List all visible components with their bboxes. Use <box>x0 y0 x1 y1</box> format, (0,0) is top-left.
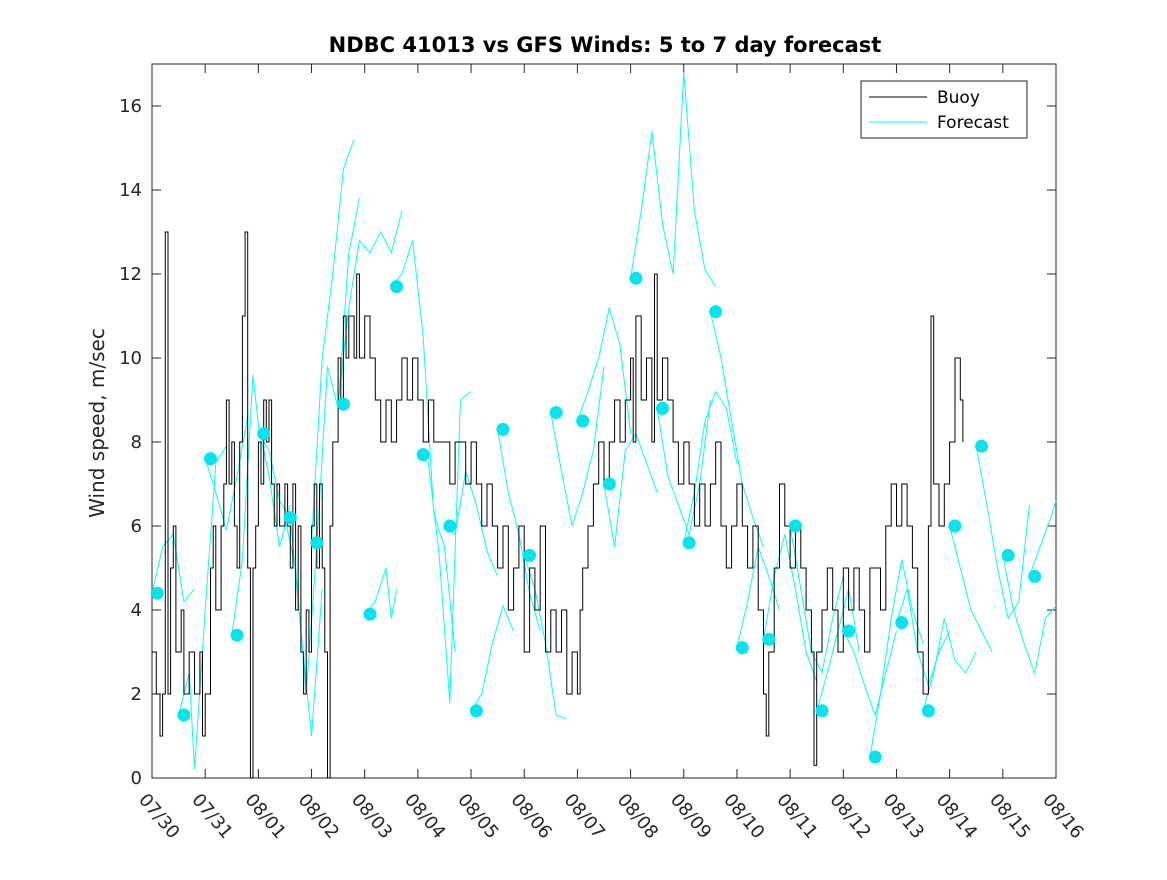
forecast-marker <box>842 624 856 638</box>
forecast-line <box>869 559 924 758</box>
forecast-marker <box>549 406 563 420</box>
forecast-marker <box>815 704 829 718</box>
forecast-marker <box>283 511 297 525</box>
forecast-line <box>390 240 456 653</box>
forecast-marker <box>895 616 909 630</box>
forecast-marker <box>682 536 696 550</box>
legend-forecast-label: Forecast <box>937 113 1009 133</box>
plot-frame <box>151 63 1057 779</box>
forecast-line <box>311 139 355 543</box>
forecast-marker <box>203 452 217 466</box>
forecast-marker <box>390 280 404 294</box>
forecast-line <box>470 604 515 712</box>
y-tick-label: 0 <box>131 768 142 789</box>
forecast-line <box>417 391 472 703</box>
forecast-marker <box>443 519 457 533</box>
forecast-marker <box>1001 548 1015 562</box>
legend-box <box>860 80 1028 139</box>
forecast-marker <box>735 641 749 655</box>
forecast-marker <box>788 519 802 533</box>
y-tick-label: 10 <box>119 348 142 369</box>
forecast-marker <box>576 414 590 428</box>
forecast-line <box>949 525 993 653</box>
forecast-line <box>709 311 764 548</box>
chart-title: NDBC 41013 vs GFS Winds: 5 to 7 day fore… <box>329 33 882 57</box>
forecast-line <box>975 446 1030 620</box>
forecast-marker <box>336 397 350 411</box>
forecast-marker <box>416 448 430 462</box>
forecast-line <box>231 374 291 636</box>
forecast-line <box>364 567 398 619</box>
legend: Buoy Forecast <box>860 80 1028 139</box>
forecast-marker <box>629 271 643 285</box>
forecast-marker <box>496 422 510 436</box>
y-tick-label: 16 <box>119 96 142 117</box>
forecast-marker <box>762 632 776 646</box>
forecast-marker <box>363 607 377 621</box>
forecast-line <box>1028 500 1057 577</box>
forecast-marker <box>709 305 723 319</box>
forecast-line <box>842 630 897 717</box>
forecast-line <box>656 399 711 537</box>
forecast-marker <box>602 477 616 491</box>
forecast-line <box>1002 555 1057 675</box>
forecast-marker <box>655 401 669 415</box>
forecast-marker <box>257 427 271 441</box>
forecast-marker <box>177 708 191 722</box>
forecast-marker <box>1028 569 1042 583</box>
y-tick-label: 8 <box>131 432 142 453</box>
forecast-line <box>683 390 738 543</box>
forecast-marker <box>230 628 244 642</box>
forecast-marker <box>523 548 537 562</box>
y-tick-label: 4 <box>131 600 142 621</box>
buoy-line <box>152 231 964 779</box>
forecast-marker <box>948 519 962 533</box>
forecast-line <box>922 618 977 711</box>
y-tick-label: 2 <box>131 684 142 705</box>
forecast-series <box>151 72 1057 770</box>
y-axis-label: Wind speed, m/sec <box>85 328 109 518</box>
forecast-line <box>603 432 658 548</box>
y-tick-label: 6 <box>131 516 142 537</box>
y-tick-label: 14 <box>119 180 142 201</box>
forecast-markers <box>150 271 1042 764</box>
forecast-line <box>444 471 499 577</box>
forecast-marker <box>150 586 164 600</box>
forecast-marker <box>469 704 483 718</box>
forecast-line <box>550 366 605 527</box>
forecast-line <box>630 72 717 287</box>
legend-buoy-label: Buoy <box>937 88 980 108</box>
forecast-line <box>337 210 403 405</box>
forecast-line <box>204 416 249 531</box>
forecast-marker <box>975 439 989 453</box>
y-axis-ticks: 0 2 4 6 8 10 12 14 16 <box>119 96 1056 789</box>
y-tick-label: 12 <box>119 264 142 285</box>
forecast-marker <box>310 536 324 550</box>
forecast-marker <box>921 704 935 718</box>
buoy-series <box>152 231 964 779</box>
forecast-line <box>284 198 360 695</box>
forecast-marker <box>868 750 882 764</box>
forecast-line <box>576 307 632 434</box>
